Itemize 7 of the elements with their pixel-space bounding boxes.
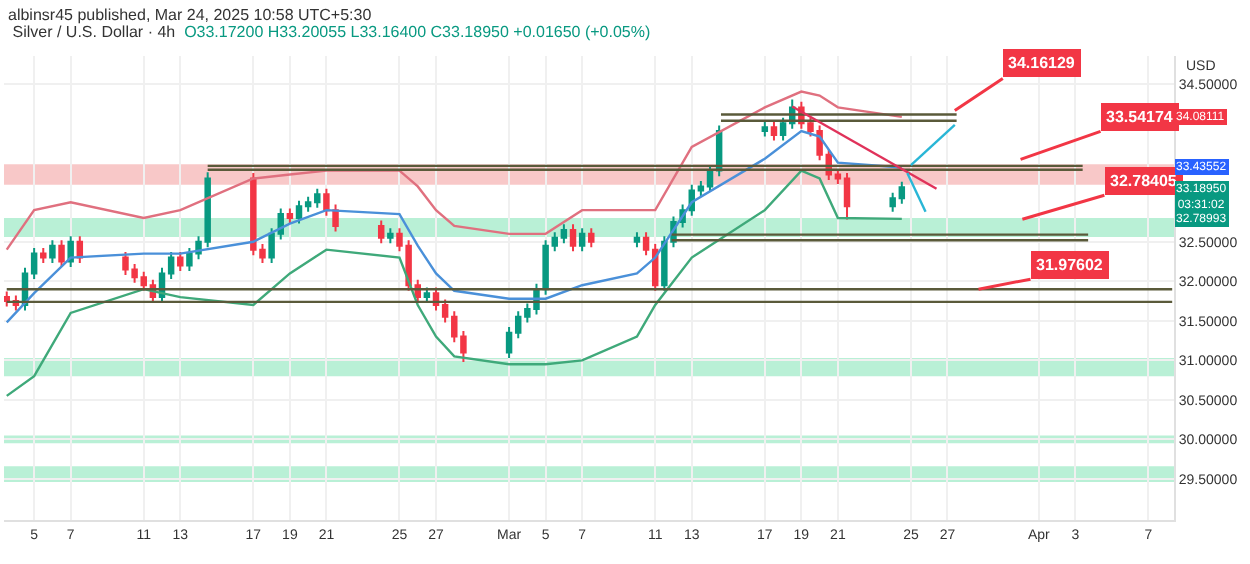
annotation: 31.97602 xyxy=(1036,256,1104,274)
annotation: 33.54174 xyxy=(1106,108,1174,126)
chart-subtitle: O33.17200 H33.20055 L33.16400 C33.18950 +0.01650 (+0.05%) xyxy=(184,22,651,41)
chart-title: Silver / U.S. Dollar · 4h xyxy=(12,22,176,41)
text: albinsr45 published, Mar 24, 2025 10:58 UTC+5:30 xyxy=(8,6,373,24)
annotation: 32.78405 xyxy=(1110,172,1178,190)
annotation: 34.16129 xyxy=(1008,54,1076,72)
